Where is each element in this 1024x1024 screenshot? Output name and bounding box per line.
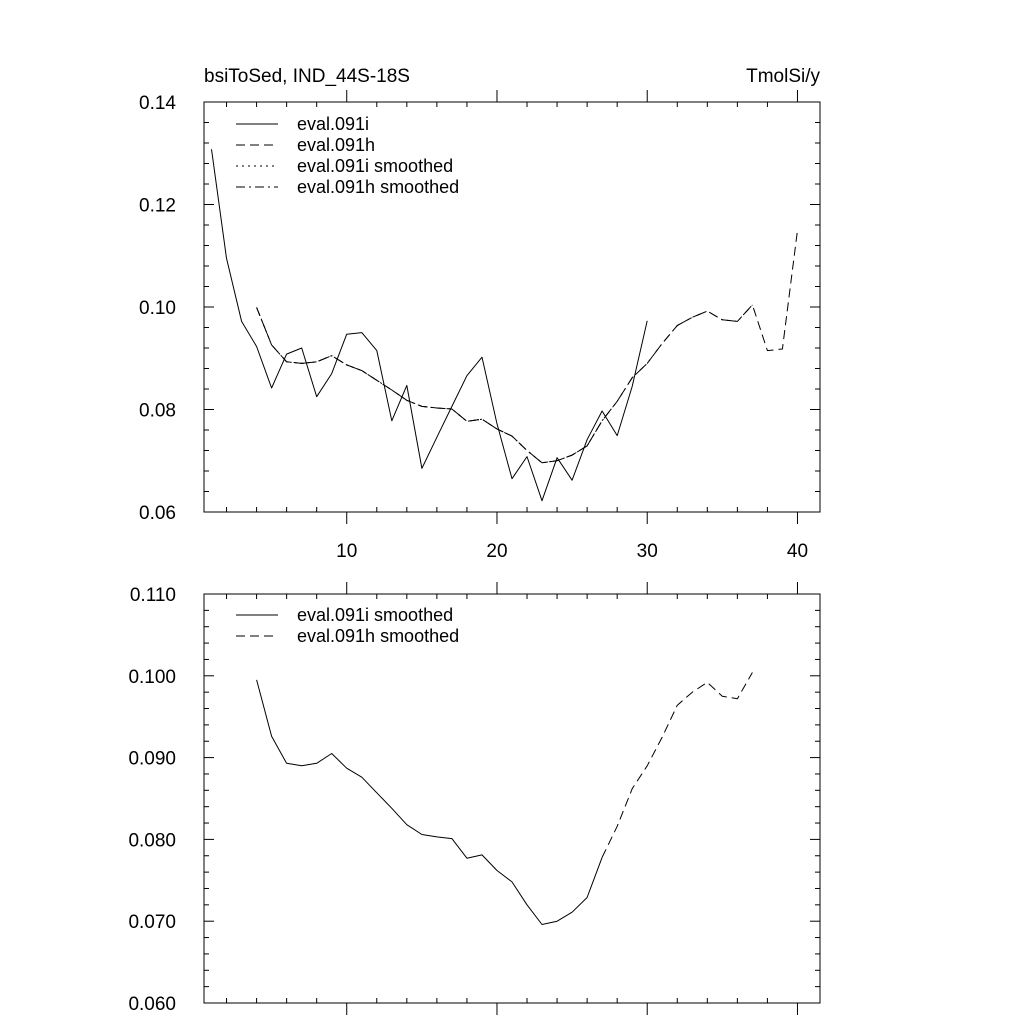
x-tick-label: 20 bbox=[486, 541, 507, 562]
series-line-1 bbox=[211, 149, 648, 502]
y-tick-label: 0.080 bbox=[128, 830, 176, 851]
legend-label: eval.091h bbox=[297, 135, 375, 155]
y-tick-label: 0.090 bbox=[128, 749, 176, 770]
y-tick-label: 0.070 bbox=[128, 912, 176, 933]
plot-frame bbox=[203, 593, 821, 1004]
y-tick-label: 0.06 bbox=[139, 503, 176, 524]
legend-label: eval.091h smoothed bbox=[297, 177, 459, 197]
x-tick-label: 40 bbox=[787, 541, 808, 562]
legend-label: eval.091i smoothed bbox=[297, 156, 453, 176]
y-tick-label: 0.100 bbox=[128, 667, 176, 688]
series-line-1 bbox=[256, 679, 603, 925]
legend-label: eval.091h smoothed bbox=[297, 626, 459, 646]
series-line-2 bbox=[601, 672, 753, 858]
y-tick-label: 0.110 bbox=[130, 585, 176, 606]
y-tick-label: 0.14 bbox=[139, 93, 176, 114]
series-line-2 bbox=[256, 230, 798, 464]
legend-label: eval.091i bbox=[297, 114, 369, 134]
series-line-3 bbox=[256, 307, 603, 464]
legend-label: eval.091i smoothed bbox=[297, 605, 453, 625]
y-tick-label: 0.12 bbox=[139, 196, 176, 217]
y-tick-label: 0.060 bbox=[128, 994, 176, 1015]
y-tick-label: 0.08 bbox=[139, 401, 176, 422]
chart-title-right: TmolSi/y bbox=[746, 66, 820, 87]
series-line-4 bbox=[256, 304, 753, 464]
x-tick-label: 10 bbox=[336, 541, 357, 562]
x-tick-label: 30 bbox=[637, 541, 658, 562]
chart-title-left: bsiToSed, IND_44S-18S bbox=[204, 66, 410, 87]
bottom-panel: 0.060 0.070 0.080 0.090 0.100 0.110 eval.091i … bbox=[128, 582, 821, 1015]
y-tick-label: 0.10 bbox=[139, 298, 176, 319]
